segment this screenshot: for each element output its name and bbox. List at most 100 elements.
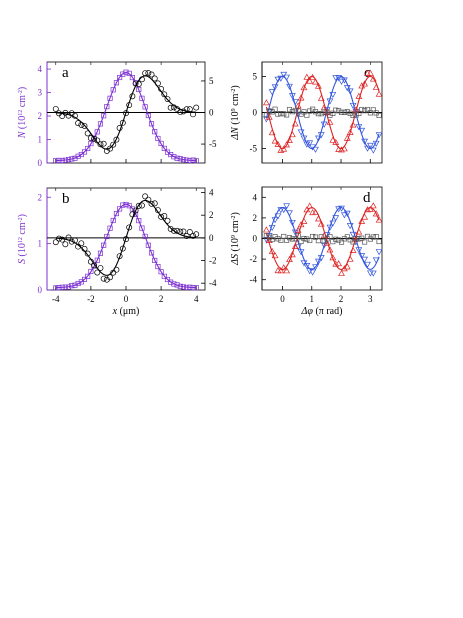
panel-c-left-tick-label: -5 bbox=[250, 144, 258, 154]
panel-d-series-2-point bbox=[289, 236, 295, 242]
panel-b-x-tick-label: -4 bbox=[52, 294, 60, 304]
panel-a-series-0-point bbox=[59, 158, 65, 164]
panel-d-series-1-point bbox=[367, 205, 374, 212]
panel-a-series-1-point bbox=[164, 96, 171, 102]
panel-d-series-2-point bbox=[307, 237, 313, 244]
panel-b-series-0-point bbox=[190, 285, 196, 291]
panel-c-axis-label-part: ΔN bbox=[230, 126, 241, 141]
panel-b-series-0-point bbox=[145, 242, 151, 248]
panel-d-series-2-point bbox=[356, 236, 362, 242]
panel-b-x-axis-label: x (μm) bbox=[112, 306, 140, 317]
panel-d-series-1-point bbox=[346, 255, 354, 262]
panel-d-series-0-point bbox=[367, 270, 374, 277]
panel-b-series-1-point bbox=[71, 237, 78, 244]
panel-c-series-2-point bbox=[344, 109, 350, 115]
panel-c-series-0-point bbox=[329, 91, 337, 99]
panel-d-series-2-point bbox=[269, 236, 275, 243]
panel-c-axis-label-part: (10 bbox=[230, 111, 241, 127]
panel-d-series-1-point bbox=[326, 246, 334, 253]
panel-c-series-0-point bbox=[320, 121, 328, 128]
panel-c-series-1-point bbox=[338, 146, 345, 153]
panel-d-series-2-point bbox=[350, 239, 356, 245]
panel-a-series-1-point bbox=[110, 141, 117, 148]
panel-c-series-0-point bbox=[283, 74, 291, 81]
panel-c-series-1-point bbox=[265, 113, 273, 120]
panel-c-series-0-point bbox=[375, 132, 383, 139]
panel-a-left-tick-label: 4 bbox=[38, 64, 43, 74]
panel-d-series-2-point bbox=[275, 236, 281, 242]
panel-a-letter: a bbox=[62, 65, 69, 81]
panel-a-series-0-point bbox=[136, 86, 142, 93]
panel-d-series-1-point bbox=[369, 202, 377, 209]
panel-b-left-axis-label: S (1012 cm-2) bbox=[17, 214, 28, 264]
panel-a-series-0-point bbox=[158, 140, 164, 146]
panel-c-series-1-point bbox=[277, 146, 285, 153]
panel-a-left-tick-label: 1 bbox=[38, 135, 43, 145]
panel-b-series-0-point bbox=[174, 282, 180, 288]
panel-b-series-0-fit-line bbox=[55, 203, 197, 289]
panel-d-series-1-point bbox=[317, 220, 325, 227]
panel-a-series-1-point bbox=[151, 75, 158, 82]
panel-c-series-2-point bbox=[295, 108, 301, 114]
panel-b-series-0-point bbox=[107, 225, 113, 231]
panel-b-series-1-point bbox=[110, 269, 117, 276]
panel-c-series-1-point bbox=[294, 102, 302, 109]
panel-a-series-0-point bbox=[104, 104, 110, 110]
panel-b-series-1-point bbox=[65, 234, 72, 241]
panel-b-series-0-point bbox=[81, 276, 88, 282]
panel-b-series-1-point bbox=[78, 240, 85, 247]
panel-b-left-tick-label: 0 bbox=[38, 285, 43, 295]
panel-d-series-2-point bbox=[359, 235, 365, 241]
panel-a-series-1-point bbox=[161, 91, 168, 98]
panel-d-series-0-point bbox=[286, 210, 293, 217]
panel-d-axis-label-part: ) bbox=[230, 212, 241, 215]
panel-c-series-1-point bbox=[361, 80, 369, 87]
panel-d-series-1-point bbox=[341, 265, 348, 272]
panel-b-series-1-point bbox=[100, 275, 107, 282]
panel-c-series-0-point bbox=[286, 83, 293, 90]
panel-d-left-tick-label: 2 bbox=[253, 213, 258, 223]
panel-d-series-1-point bbox=[349, 246, 357, 253]
panel-c-series-1-point bbox=[271, 137, 279, 144]
panel-c-series-2-point bbox=[318, 111, 324, 117]
panel-c-series-1-point bbox=[280, 145, 288, 152]
panel-b-series-0-point bbox=[123, 201, 129, 208]
panel-c-series-0-point bbox=[355, 124, 363, 131]
panel-d-series-0-point bbox=[309, 269, 317, 276]
panel-d-series-2-point bbox=[281, 233, 287, 240]
panel-b-x-tick-label: 2 bbox=[159, 294, 164, 304]
panel-d-series-2-point bbox=[327, 234, 333, 240]
panel-b-series-0-point bbox=[85, 273, 91, 279]
panel-b-series-1-point bbox=[68, 238, 75, 245]
panel-d-series-0-point bbox=[369, 270, 377, 277]
panel-d-series-2-point bbox=[315, 238, 321, 244]
panel-b-series-0-point bbox=[152, 257, 158, 263]
panel-b-series-0-point bbox=[126, 203, 132, 209]
panel-c-series-1-point bbox=[375, 90, 383, 97]
panel-b-series-1-point bbox=[116, 253, 123, 260]
panel-d-series-0-point bbox=[329, 220, 337, 227]
panel-a-series-1-point bbox=[116, 125, 123, 131]
panel-d-series-0-point bbox=[294, 244, 302, 251]
panel-b-series-0-point bbox=[187, 284, 193, 290]
panel-a-series-1-point bbox=[132, 80, 139, 87]
panel-c-series-1-point bbox=[326, 118, 334, 125]
panel-d-left-axis-label: ΔS (109 cm-2) bbox=[230, 212, 241, 266]
panel-b-series-1-point bbox=[129, 211, 136, 218]
panel-b-series-1-point bbox=[164, 217, 171, 224]
panel-a-series-1-point bbox=[81, 122, 88, 129]
panel-d-series-0-point bbox=[312, 264, 319, 271]
panel-c-letter: c bbox=[364, 65, 371, 81]
panel-d-series-1-point bbox=[315, 215, 322, 222]
panel-b-series-1-point bbox=[148, 200, 155, 207]
panel-a-series-1-point bbox=[129, 93, 136, 100]
x-axis-label-unit: (π rad) bbox=[313, 306, 342, 317]
panel-b-series-1-point bbox=[52, 239, 59, 246]
x-axis-label-unit: (μm) bbox=[117, 306, 139, 317]
panel-a-series-1-point bbox=[170, 104, 177, 111]
panel-d-series-1-point bbox=[361, 213, 369, 220]
panel-a-series-0-point bbox=[193, 158, 199, 164]
panel-b-series-1-point bbox=[119, 245, 126, 252]
panel-d-left-tick-label: 4 bbox=[253, 192, 258, 202]
panel-d-series-1-point bbox=[283, 267, 291, 274]
